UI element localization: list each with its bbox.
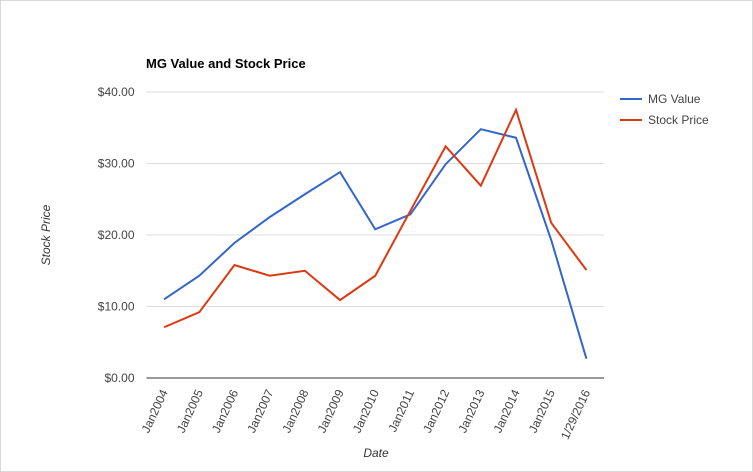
x-axis-title: Date	[363, 446, 389, 460]
legend-label: Stock Price	[648, 113, 709, 127]
y-tick-label: $10.00	[98, 300, 135, 314]
y-tick-label: $40.00	[98, 85, 135, 99]
series-line	[163, 107, 588, 329]
y-tick-label: $20.00	[98, 228, 135, 242]
chart-title: MG Value and Stock Price	[146, 56, 306, 71]
legend-label: MG Value	[648, 92, 701, 106]
series-line	[163, 128, 588, 359]
y-tick-label: $30.00	[98, 157, 135, 171]
y-tick-label: $0.00	[104, 371, 134, 385]
y-axis-title: Stock Price	[39, 204, 53, 265]
